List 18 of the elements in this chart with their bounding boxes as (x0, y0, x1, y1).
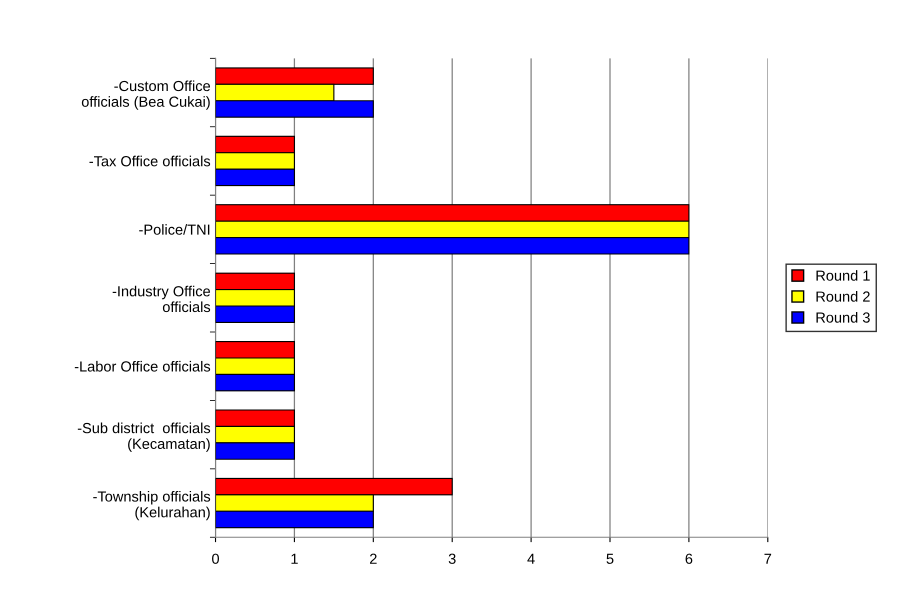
y-tick-label: -Police/TNI (139, 224, 210, 235)
y-tick-label: -Township officials (Kelurahan) (93, 490, 210, 520)
legend-label: Round 3 (816, 312, 870, 323)
x-tick-label: 3 (448, 554, 456, 564)
x-tick-label: 0 (212, 554, 220, 564)
x-tick-label: 7 (764, 554, 772, 564)
y-tick-label: -Industry Office officials (112, 286, 210, 312)
x-tick-label: 1 (291, 554, 298, 564)
legend-label: Round 1 (816, 270, 870, 281)
x-tick-label: 4 (527, 554, 535, 564)
y-tick-label: -Labor Office officials (74, 360, 210, 372)
y-tick-label: -Custom Office officials (Bea Cukai) (82, 80, 210, 110)
y-tick-label: -Tax Office officials (89, 156, 210, 166)
legend-label: Round 2 (816, 291, 870, 302)
x-tick-label: 2 (370, 554, 377, 564)
y-tick-label: -Sub district officials (Kecamatan) (78, 422, 210, 452)
x-tick-label: 6 (686, 554, 692, 564)
x-tick-label: 5 (606, 554, 614, 564)
